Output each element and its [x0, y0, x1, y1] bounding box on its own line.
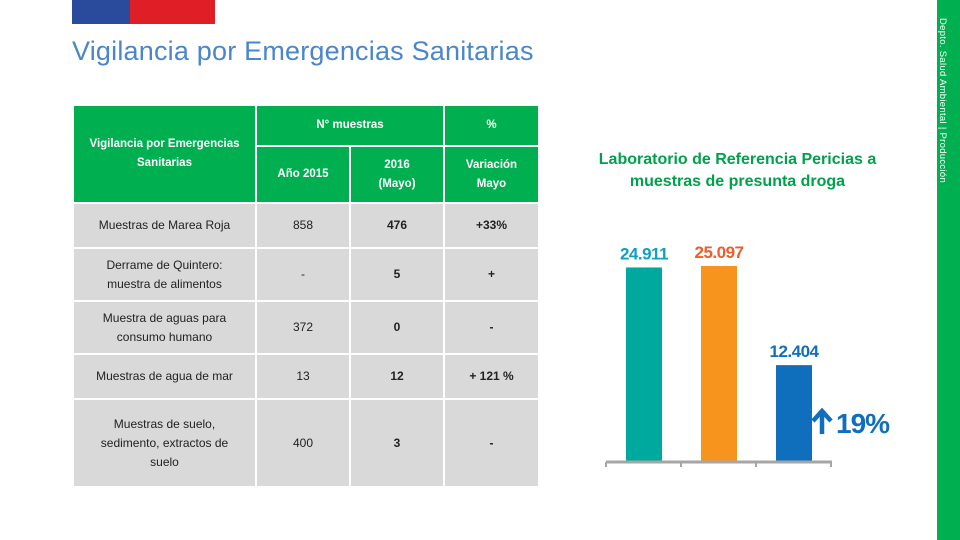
header-year-2016-line2: (Mayo) — [378, 177, 416, 190]
table-row: Derrame de Quintero: muestra de alimentos… — [74, 249, 538, 300]
cell-2016: 3 — [351, 400, 443, 486]
cell-variation: - — [445, 302, 538, 353]
header-percent: % — [445, 106, 538, 145]
chart-title: Laboratorio de Referencia Pericias a mue… — [560, 149, 915, 193]
cell-2016: 476 — [351, 204, 443, 247]
chart-title-line1: Laboratorio de Referencia Pericias a — [598, 151, 877, 168]
bar-2 — [701, 266, 737, 462]
row-label: Muestras de suelo, sedimento, extractos d… — [74, 400, 255, 486]
header-main: Vigilancia por Emergencias Sanitarias — [74, 106, 255, 202]
row-label-line: Muestras de Marea Roja — [98, 218, 231, 232]
row-label-line: consumo humano — [116, 329, 213, 344]
table-row: Muestra de aguas para consumo humano 372 0- — [74, 302, 538, 353]
header-year-2016: 2016 (Mayo) — [351, 147, 443, 202]
cell-2016: 0 — [351, 302, 443, 353]
growth-percentage: 19% — [836, 408, 890, 439]
row-label-line: Derrame de Quintero: — [106, 257, 223, 272]
bar-1 — [626, 267, 662, 462]
row-label-line: Muestras de agua de mar — [96, 369, 233, 383]
surveillance-table: Vigilancia por Emergencias Sanitarias N°… — [72, 104, 540, 488]
header-year-2015: Año 2015 — [257, 147, 349, 202]
cell-variation: - — [445, 400, 538, 486]
cell-variation: + — [445, 249, 538, 300]
header-variation-line1: Variación — [465, 158, 518, 171]
side-accent-bar — [937, 0, 960, 540]
bar-3 — [776, 365, 812, 462]
row-label-line: muestra de alimentos — [107, 276, 222, 291]
cell-2015: 400 — [257, 400, 349, 486]
cell-2015: 858 — [257, 204, 349, 247]
row-label: Muestras de Marea Roja — [74, 204, 255, 247]
cell-2015: - — [257, 249, 349, 300]
cell-variation: +33% — [445, 204, 538, 247]
up-arrow-icon — [811, 407, 833, 434]
chile-flag-stripe — [72, 0, 215, 24]
cell-2015: 372 — [257, 302, 349, 353]
flag-blue-band — [72, 0, 130, 24]
bar-value-label: 25.097 — [695, 243, 744, 262]
bar-value-label: 12.404 — [770, 342, 820, 361]
table-row: Muestras de Marea Roja 858 476 +33% — [74, 204, 538, 247]
lab-samples-bar-chart: 24.911 25.097 12.404 19% — [605, 243, 891, 467]
page-title: Vigilancia por Emergencias Sanitarias — [72, 36, 534, 66]
row-label: Muestras de agua de mar — [74, 355, 255, 398]
row-label-line: sedimento, extractos de — [100, 435, 229, 450]
cell-variation: + 121 % — [445, 355, 538, 398]
side-label-text: Depto. Salud Ambiental | Producción — [937, 18, 948, 184]
row-label-line: Muestras de suelo, — [113, 416, 216, 431]
side-label: Depto. Salud Ambiental | Producción — [937, 0, 960, 230]
row-label-line: Muestra de aguas para — [102, 310, 227, 325]
row-label: Muestra de aguas para consumo humano — [74, 302, 255, 353]
table-row: Muestras de agua de mar 13 12 + 121 % — [74, 355, 538, 398]
cell-2016: 12 — [351, 355, 443, 398]
bar-value-label: 24.911 — [620, 244, 668, 263]
header-variation-line2: Mayo — [476, 177, 507, 190]
header-year-2016-line1: 2016 — [384, 158, 410, 171]
chart-title-line2: muestras de presunta droga — [629, 173, 846, 190]
header-variation: Variación Mayo — [445, 147, 538, 202]
header-muestras: N° muestras — [257, 106, 443, 145]
flag-red-band — [130, 0, 215, 24]
growth-annotation: 19% — [811, 407, 891, 439]
row-label-line: suelo — [150, 454, 179, 469]
table-row: Muestras de suelo, sedimento, extractos d… — [74, 400, 538, 486]
cell-2016: 5 — [351, 249, 443, 300]
cell-2015: 13 — [257, 355, 349, 398]
table-body: Muestras de Marea Roja 858 476 +33% Derrame … — [74, 204, 538, 486]
row-label: Derrame de Quintero: muestra de alimentos — [74, 249, 255, 300]
